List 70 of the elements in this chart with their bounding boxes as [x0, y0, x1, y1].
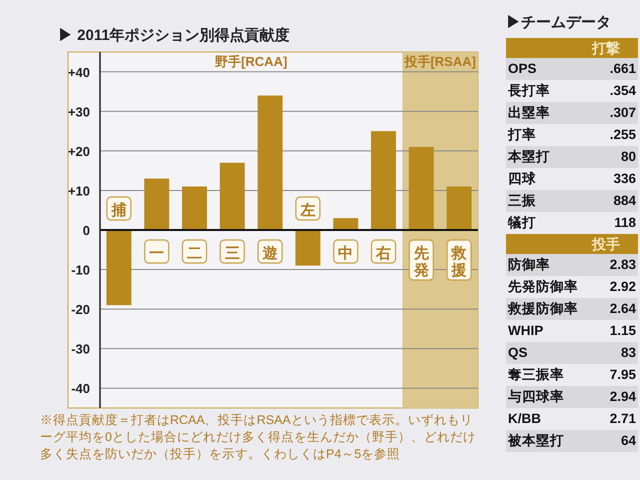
bar: [371, 131, 396, 230]
x-tick-label: 右: [375, 245, 391, 262]
category-label: 三振: [508, 192, 536, 210]
y-tick-label: 0: [82, 223, 90, 238]
text: 打撃: [506, 38, 638, 58]
category-label: QS: [508, 344, 528, 362]
category-label: 奪三振率: [508, 366, 564, 384]
category-label: 犠打: [508, 214, 536, 232]
x-tick-label: 中: [338, 245, 354, 262]
text: .661: [610, 61, 636, 76]
category-label: 出塁率: [508, 104, 550, 122]
text: .255: [610, 127, 636, 142]
band-label: 投手[RSAA]: [403, 54, 476, 69]
category-label: 四球: [508, 170, 536, 188]
bar: [408, 146, 434, 230]
category-label: 救援防御率: [508, 300, 578, 318]
bar: [220, 162, 245, 230]
text: 2.92: [610, 279, 636, 294]
text: 2.83: [610, 257, 636, 272]
text: .307: [610, 105, 636, 120]
x-tick-label: 遊: [262, 245, 279, 262]
category-label: 長打率: [508, 82, 550, 100]
text: .354: [610, 83, 636, 98]
text: ※得点貢献度＝打者はRCAA、投手はRSAAという指標で表示。いずれもリーグ平均を0とした場合にどれだけ多く得点を生んだか（野手）、どれだけ多く失点を防いだか（投手）を示す。くわしくはP4～5を参照: [40, 412, 477, 463]
text: 884: [613, 193, 636, 208]
category-label: WHIP: [508, 322, 544, 340]
text: ▶チームデータ: [506, 13, 612, 33]
text: 投手: [506, 234, 638, 254]
category-label: OPS: [508, 60, 537, 78]
category-label: K/BB: [508, 410, 541, 428]
bar: [182, 186, 207, 230]
category-label: 先発防御率: [508, 278, 578, 296]
y-tick-label: -10: [71, 262, 90, 278]
text: 1.15: [610, 323, 636, 338]
bar: [144, 178, 170, 230]
x-tick-label: 捕: [110, 201, 126, 219]
chart-title: ▶ 2011年ポジション別得点貢献度: [58, 26, 290, 44]
y-tick-label: -30: [71, 342, 90, 357]
x-tick-label: 三: [224, 245, 240, 262]
bar: [106, 230, 132, 306]
x-tick-label: 二: [187, 245, 202, 262]
category-label: 被本塁打: [508, 432, 564, 450]
annotation: 野手[RCAA]: [215, 54, 288, 69]
text: 64: [620, 433, 636, 448]
y-tick-label: +40: [68, 64, 90, 80]
x-tick-label: 左: [299, 202, 316, 219]
x-tick-label: 一: [149, 245, 164, 262]
text: 83: [620, 345, 636, 360]
text: 2.94: [610, 389, 636, 404]
category-label: 防御率: [508, 256, 550, 274]
x-tick-label: 先発: [412, 245, 429, 279]
text: 118: [614, 215, 636, 230]
text: 7.95: [610, 367, 636, 382]
y-tick-label: +20: [68, 144, 90, 159]
category-label: 打率: [508, 126, 536, 144]
category-label: 与四球率: [508, 388, 564, 406]
text: 336: [613, 171, 636, 186]
bar: [258, 96, 283, 230]
text: 80: [620, 149, 636, 164]
bar: [295, 230, 320, 266]
bar: [446, 186, 472, 230]
y-tick-label: -40: [71, 381, 90, 396]
y-tick-label: +10: [68, 183, 90, 198]
x-tick-label: 救援: [450, 245, 468, 279]
category-label: 本塁打: [508, 148, 550, 166]
text: 2.71: [610, 411, 636, 426]
y-tick-label: +30: [68, 104, 90, 120]
y-tick-label: -20: [71, 302, 90, 318]
text: 2.64: [610, 301, 636, 316]
bar: [333, 218, 358, 230]
